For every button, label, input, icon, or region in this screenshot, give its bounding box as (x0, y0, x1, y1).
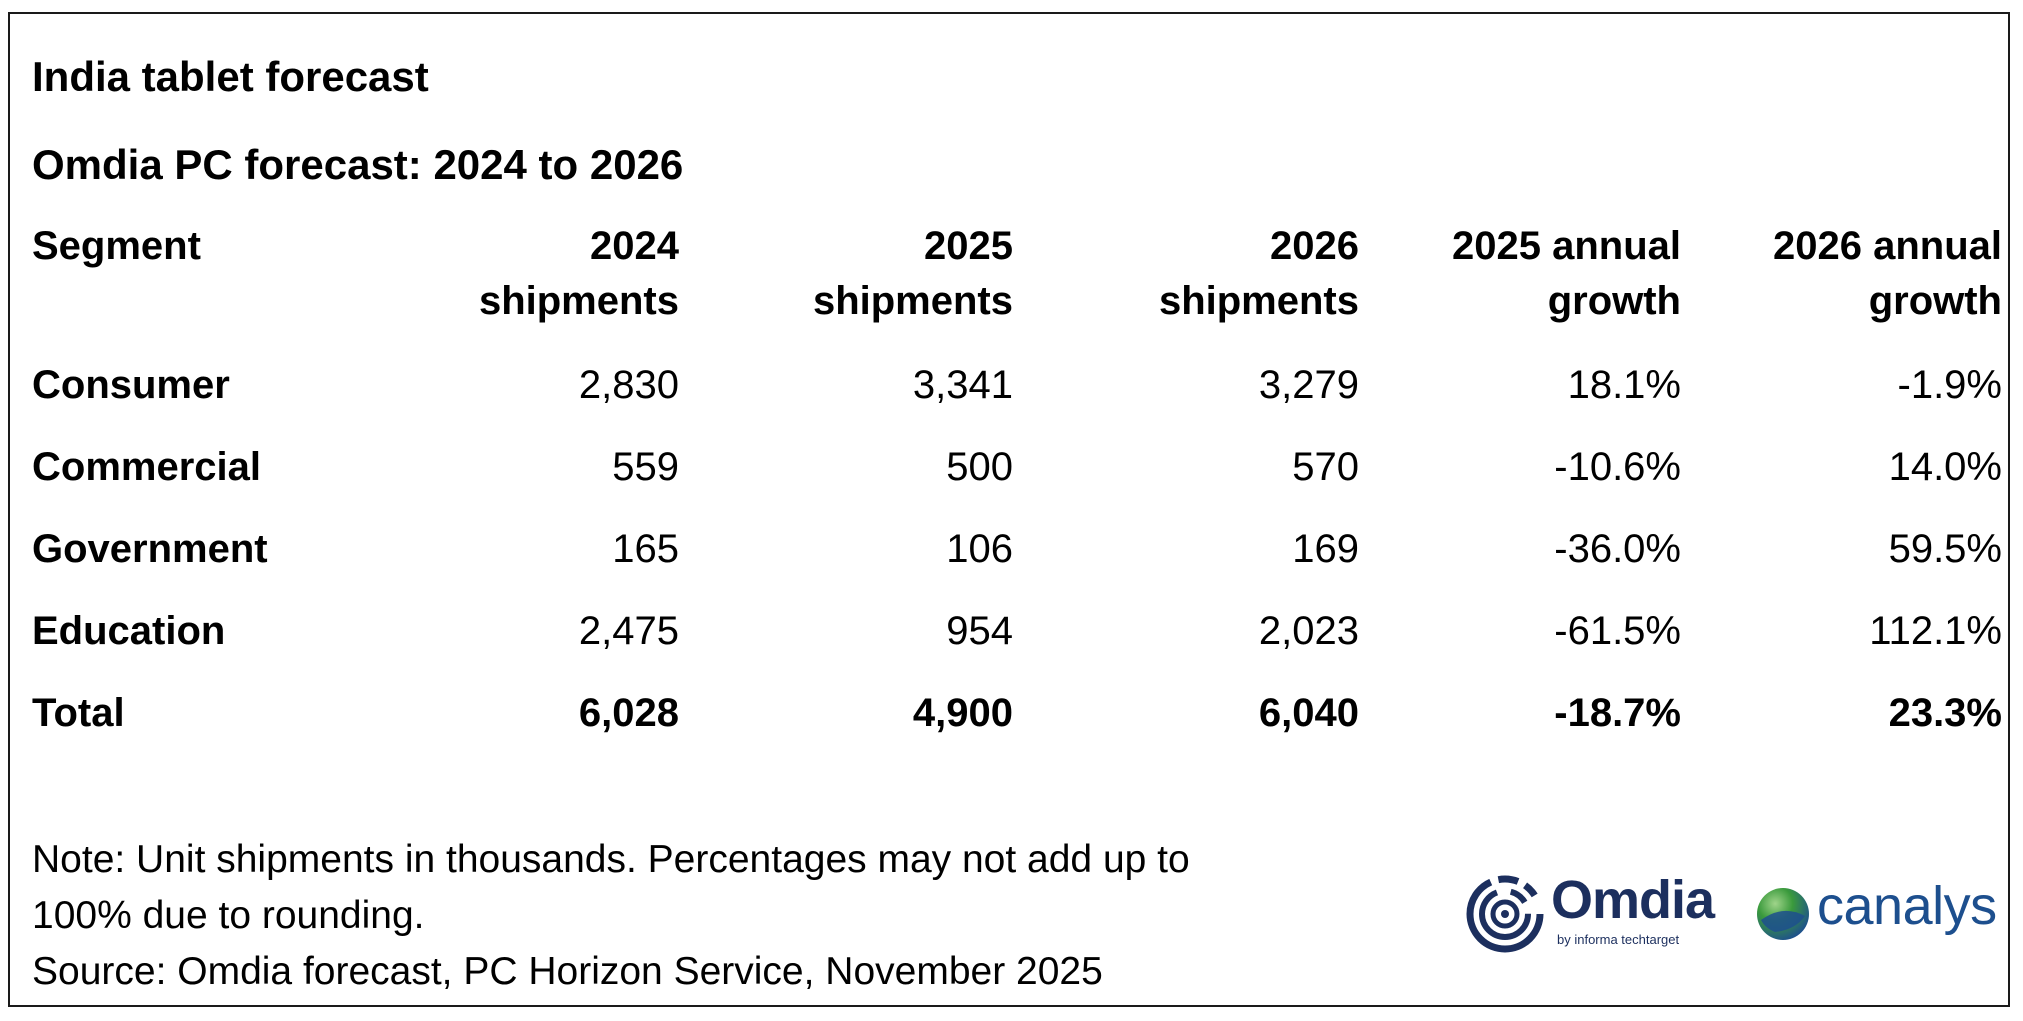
header-2024-shipments: 2024 shipments (464, 219, 679, 344)
cell-2025-growth: -36.0% (1554, 527, 1681, 571)
cell-2026: 6,040 (1258, 691, 1359, 735)
chart-subtitle: Omdia PC forecast: 2024 to 2026 (32, 141, 684, 188)
cell-2025: 954 (946, 609, 1013, 653)
cell-segment: Commercial (32, 445, 261, 489)
cell-2025-growth: -61.5% (1554, 609, 1681, 653)
table-header-row: Segment 2024 shipments 2025 shipments 20… (32, 219, 2002, 344)
cell-segment: Total (32, 691, 125, 735)
source-line: Source: Omdia forecast, PC Horizon Servi… (32, 950, 1103, 993)
omdia-logo-icon (1466, 875, 1544, 953)
cell-segment: Education (32, 609, 226, 653)
header-line2: shipments (1158, 279, 1359, 323)
cell-2024: 559 (612, 445, 679, 489)
cell-2024: 2,475 (578, 609, 679, 653)
table-row-consumer: Consumer 2,830 3,341 3,279 18.1% -1.9% (32, 344, 2002, 426)
cell-2024: 165 (612, 527, 679, 571)
cell-2024: 6,028 (578, 691, 679, 735)
cell-2026-growth: 14.0% (1888, 445, 2002, 489)
note-line-1: Note: Unit shipments in thousands. Perce… (32, 838, 1190, 881)
cell-2026: 169 (1292, 527, 1359, 571)
logo-area: Omdia by informa techtarget canalys (1465, 870, 2005, 954)
canalys-logo-icon (1757, 888, 1809, 940)
header-line2: growth (1868, 279, 2002, 323)
header-line1: 2025 (924, 224, 1013, 268)
note-line-2: 100% due to rounding. (32, 894, 425, 937)
header-segment: Segment (32, 219, 464, 344)
table-row-education: Education 2,475 954 2,023 -61.5% 112.1% (32, 590, 2002, 672)
cell-2025: 106 (946, 527, 1013, 571)
header-2025-shipments: 2025 shipments (679, 219, 1013, 344)
header-2025-growth: 2025 annual growth (1359, 219, 1681, 344)
omdia-tagline: by informa techtarget (1557, 932, 1680, 947)
header-line1: 2025 annual (1451, 224, 1681, 268)
cell-2026: 3,279 (1258, 363, 1359, 407)
cell-2026-growth: 59.5% (1888, 527, 2002, 571)
cell-2025-growth: 18.1% (1567, 363, 1681, 407)
header-line2: growth (1547, 279, 1681, 323)
cell-segment: Consumer (32, 363, 230, 407)
cell-segment: Government (32, 527, 268, 571)
table-row-total: Total 6,028 4,900 6,040 -18.7% 23.3% (32, 672, 2002, 754)
cell-2024: 2,830 (578, 363, 679, 407)
header-line2: shipments (812, 279, 1013, 323)
header-2026-shipments: 2026 shipments (1013, 219, 1359, 344)
header-segment-line1: Segment (32, 224, 201, 268)
chart-frame: India tablet forecast Omdia PC forecast:… (8, 12, 2010, 1007)
chart-title: India tablet forecast (32, 53, 429, 100)
header-line1: 2024 (590, 224, 679, 268)
cell-2025-growth: -10.6% (1554, 445, 1681, 489)
cell-2025: 3,341 (912, 363, 1013, 407)
cell-2025-growth: -18.7% (1554, 691, 1681, 735)
cell-2026-growth: 112.1% (1869, 609, 2002, 653)
header-line1: 2026 annual (1772, 224, 2002, 268)
table-row-commercial: Commercial 559 500 570 -10.6% 14.0% (32, 426, 2002, 508)
header-2026-growth: 2026 annual growth (1681, 219, 2002, 344)
footnotes: Note: Unit shipments in thousands. Perce… (32, 832, 1190, 1000)
header-line1: 2026 (1270, 224, 1359, 268)
forecast-table: Segment 2024 shipments 2025 shipments 20… (32, 219, 2002, 754)
cell-2025: 4,900 (912, 691, 1013, 735)
cell-2025: 500 (946, 445, 1013, 489)
header-line2: shipments (478, 279, 679, 323)
cell-2026-growth: 23.3% (1888, 691, 2002, 735)
cell-2026: 2,023 (1258, 609, 1359, 653)
cell-2026: 570 (1292, 445, 1359, 489)
canalys-logo-text: canalys (1817, 876, 1997, 936)
omdia-logo-text: Omdia (1551, 870, 1715, 930)
table-row-government: Government 165 106 169 -36.0% 59.5% (32, 508, 2002, 590)
cell-2026-growth: -1.9% (1897, 363, 2003, 407)
